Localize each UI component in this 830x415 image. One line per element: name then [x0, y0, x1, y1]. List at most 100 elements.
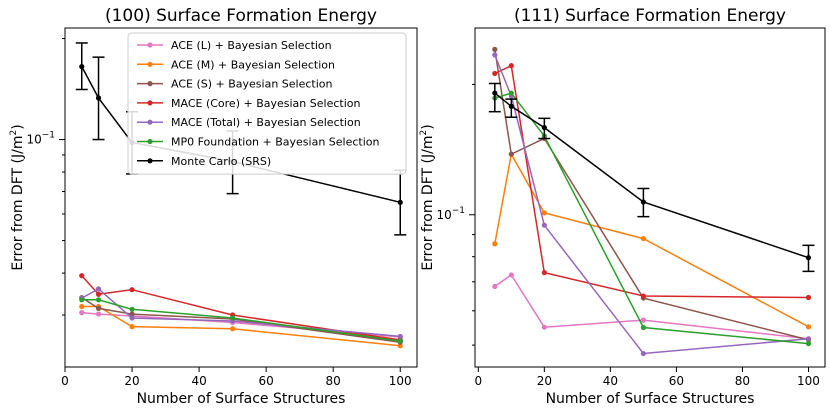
series-3 [492, 63, 812, 301]
data-point [129, 287, 135, 293]
data-point [397, 333, 403, 340]
x-tick-label: 60 [669, 374, 684, 388]
legend-swatch-marker [147, 100, 153, 106]
data-point [541, 222, 547, 228]
x-tick-label: 80 [735, 374, 750, 388]
legend-label: ACE (S) + Bayesian Selection [171, 78, 333, 91]
data-point [640, 293, 646, 299]
data-point [129, 324, 135, 330]
x-tick-label: 20 [124, 374, 139, 388]
data-point [397, 338, 403, 344]
x-tick-label: 0 [474, 374, 482, 388]
legend-label: MACE (Core) + Bayesian Selection [171, 97, 360, 110]
data-point [79, 310, 85, 316]
legend-item: Monte Carlo (SRS) [137, 155, 271, 168]
data-point [95, 305, 102, 311]
x-tick-label: 20 [537, 374, 552, 388]
series-0 [492, 272, 812, 342]
series-5 [79, 297, 403, 344]
x-tick-label: 100 [797, 374, 820, 388]
legend-label: ACE (L) + Bayesian Selection [171, 39, 332, 52]
legend: ACE (L) + Bayesian Selection ACE (M) + Ba… [127, 32, 407, 175]
data-point [508, 151, 514, 157]
x-tick-label: 0 [61, 374, 69, 388]
data-point [805, 336, 812, 342]
data-point [129, 306, 135, 312]
data-point [397, 343, 403, 349]
x-tick-label: 60 [259, 374, 274, 388]
legend-item: ACE (S) + Bayesian Selection [137, 78, 333, 91]
y-tick-exponent: −1 [42, 131, 55, 141]
chart-title: (100) Surface Formation Energy [105, 6, 377, 26]
legend-box [127, 32, 407, 175]
data-point [492, 52, 498, 58]
series-1 [492, 151, 812, 330]
plot-frame [474, 27, 826, 368]
series-5 [492, 90, 812, 347]
legend-swatch-marker [147, 42, 153, 48]
y-axis-label-main: Error from DFT (J/m [420, 136, 436, 271]
legend-item: ACE (M) + Bayesian Selection [137, 58, 335, 71]
legend-item: MACE (Total) + Bayesian Selection [137, 116, 361, 129]
y-axis-label-superscript: 2 [419, 130, 429, 136]
legend-label: MP0 Foundation + Bayesian Selection [171, 136, 380, 149]
data-point [640, 199, 646, 205]
series-line [494, 64, 809, 299]
data-point [492, 46, 498, 52]
series-line [494, 273, 809, 340]
data-point [397, 199, 403, 205]
series-2 [492, 46, 812, 343]
legend-item: MP0 Foundation + Bayesian Selection [137, 136, 380, 149]
data-point [492, 90, 498, 96]
data-point [79, 297, 85, 303]
y-axis-label-close: ) [10, 124, 26, 129]
data-point [95, 291, 102, 297]
data-point [79, 273, 85, 279]
series-6 [488, 82, 815, 273]
y-axis-label-main: Error from DFT (J/m [10, 136, 26, 271]
y-axis-label: Error from DFT (J/m2) [419, 124, 436, 270]
y-axis-label-close: ) [420, 124, 436, 129]
data-point [492, 241, 498, 247]
data-point [805, 294, 812, 301]
data-point [230, 326, 236, 332]
data-point [640, 317, 646, 323]
data-point [541, 270, 547, 276]
data-point [79, 303, 85, 310]
x-tick-label: 100 [389, 374, 412, 388]
x-tick-label: 40 [603, 374, 618, 388]
x-axis-label: Number of Surface Structures [546, 391, 755, 407]
data-point [230, 315, 236, 321]
legend-swatch-marker [147, 119, 153, 125]
plot-frame [64, 27, 418, 368]
legend-swatch-marker [147, 61, 153, 67]
y-tick-exponent: −1 [452, 206, 465, 216]
x-axis-label: Number of Surface Structures [137, 391, 346, 407]
x-tick-label: 80 [326, 374, 341, 388]
legend-item: ACE (L) + Bayesian Selection [137, 39, 332, 52]
x-tick-label: 40 [191, 374, 206, 388]
data-point [541, 124, 547, 131]
legend-label: MACE (Total) + Bayesian Selection [171, 116, 361, 129]
data-point [492, 70, 498, 77]
legend-swatch-marker [147, 138, 153, 145]
data-point [492, 283, 498, 290]
y-tick-label: 10−1 [26, 131, 55, 147]
legend-swatch-marker [147, 81, 153, 87]
chart-panel-0: 0 20 40 60 80 100 10−1 (100) Surface Formation … [9, 6, 418, 407]
y-tick-label: 10−1 [436, 206, 465, 222]
data-point [129, 311, 135, 317]
legend-swatch-marker [147, 158, 153, 164]
series-1 [79, 303, 403, 349]
data-point [508, 272, 514, 278]
data-point [640, 324, 646, 331]
legend-item: MACE (Core) + Bayesian Selection [137, 97, 360, 110]
data-point [805, 324, 812, 330]
data-point [508, 103, 514, 109]
data-point [508, 90, 514, 96]
data-point [541, 324, 547, 330]
data-point [129, 315, 135, 321]
data-point [95, 95, 102, 101]
legend-label: Monte Carlo (SRS) [171, 155, 271, 168]
